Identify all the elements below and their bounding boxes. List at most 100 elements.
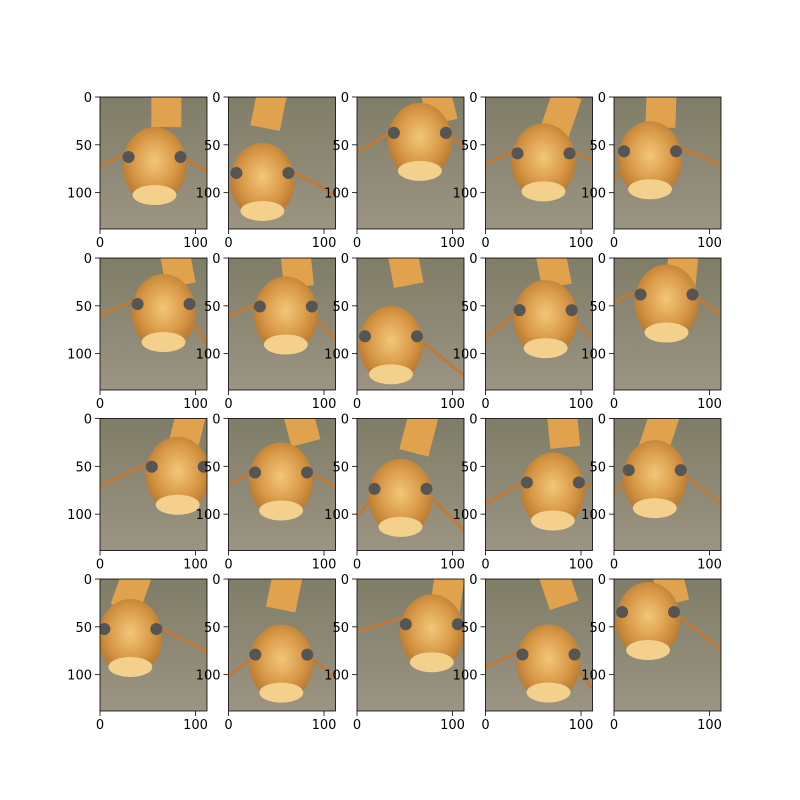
y-tick-label: 100 bbox=[324, 348, 349, 363]
eye bbox=[358, 330, 371, 343]
eye bbox=[253, 300, 266, 313]
y-tick-label: 50 bbox=[589, 139, 606, 154]
y-tick-label: 0 bbox=[341, 573, 349, 588]
eye bbox=[230, 166, 243, 179]
x-tick-label: 100 bbox=[569, 718, 594, 733]
y-tick-label: 50 bbox=[204, 300, 221, 315]
y-tick-label: 50 bbox=[75, 460, 92, 475]
head bbox=[253, 276, 318, 353]
y-tick-label: 50 bbox=[204, 621, 221, 636]
eye bbox=[410, 330, 423, 343]
y-tick-label: 0 bbox=[469, 413, 477, 428]
x-tick-label: 0 bbox=[610, 558, 618, 573]
mandibles bbox=[526, 682, 571, 703]
eye bbox=[100, 622, 111, 635]
image-panel: 0 100 0 50 100 bbox=[196, 413, 337, 573]
image-panel: 0 100 0 50 100 bbox=[581, 413, 722, 573]
eye bbox=[668, 606, 681, 619]
image-panel: 0 100 0 50 100 bbox=[196, 252, 337, 412]
x-tick-label: 0 bbox=[224, 236, 232, 251]
y-tick-label: 0 bbox=[598, 252, 606, 267]
axes-frame bbox=[485, 418, 593, 551]
axes-frame bbox=[99, 257, 208, 391]
eye bbox=[616, 606, 629, 619]
axes-frame bbox=[228, 257, 336, 391]
head bbox=[516, 624, 581, 701]
image-panel: 0 100 0 50 100 bbox=[581, 91, 722, 251]
y-tick-label: 0 bbox=[341, 91, 349, 106]
y-tick-label: 50 bbox=[332, 139, 349, 154]
eye bbox=[420, 482, 433, 495]
head bbox=[368, 458, 433, 535]
y-tick-label: 50 bbox=[332, 621, 349, 636]
y-tick-label: 50 bbox=[461, 621, 478, 636]
ant-image bbox=[228, 418, 336, 551]
eye bbox=[197, 460, 207, 473]
eye bbox=[511, 147, 524, 160]
head bbox=[145, 436, 207, 513]
y-tick-label: 50 bbox=[589, 300, 606, 315]
y-tick-label: 100 bbox=[453, 508, 478, 523]
axes-frame bbox=[228, 96, 336, 230]
head bbox=[131, 274, 196, 351]
eye bbox=[249, 466, 262, 479]
ant-image bbox=[100, 579, 207, 711]
eye bbox=[520, 476, 533, 489]
x-tick-label: 0 bbox=[224, 718, 232, 733]
y-tick-label: 50 bbox=[461, 460, 478, 475]
head bbox=[634, 264, 699, 341]
x-tick-label: 0 bbox=[96, 718, 104, 733]
x-tick-label: 100 bbox=[312, 397, 337, 412]
image-panel: 0 100 0 50 100 bbox=[196, 91, 337, 251]
mandibles bbox=[626, 640, 671, 661]
eye bbox=[249, 648, 262, 661]
x-tick-label: 0 bbox=[481, 718, 489, 733]
y-tick-label: 100 bbox=[196, 669, 221, 684]
y-tick-label: 0 bbox=[212, 413, 220, 428]
mandibles bbox=[409, 652, 454, 673]
eye bbox=[634, 288, 647, 301]
ant-image bbox=[485, 97, 593, 229]
mandibles bbox=[644, 322, 689, 343]
head bbox=[249, 624, 314, 701]
x-tick-label: 100 bbox=[569, 558, 594, 573]
eye bbox=[563, 147, 576, 160]
eye bbox=[122, 151, 135, 164]
y-tick-label: 0 bbox=[469, 573, 477, 588]
head bbox=[513, 280, 578, 357]
axes-frame bbox=[228, 578, 336, 712]
eye bbox=[368, 482, 381, 495]
head bbox=[622, 440, 687, 517]
y-tick-label: 100 bbox=[581, 187, 606, 202]
axes-frame bbox=[485, 578, 593, 712]
head bbox=[399, 594, 464, 671]
axes-frame bbox=[613, 418, 722, 551]
head bbox=[358, 306, 423, 383]
axes-frame bbox=[613, 96, 722, 230]
eye bbox=[565, 304, 578, 317]
x-tick-label: 100 bbox=[697, 718, 722, 733]
eye bbox=[686, 288, 699, 301]
mandibles bbox=[521, 181, 566, 202]
image-panel: 0 100 0 50 100 bbox=[324, 252, 465, 412]
y-tick-label: 100 bbox=[453, 669, 478, 684]
ant-image bbox=[228, 97, 336, 229]
x-tick-label: 0 bbox=[353, 236, 361, 251]
eye bbox=[451, 618, 464, 631]
ant-image bbox=[614, 258, 721, 390]
eye bbox=[183, 298, 196, 311]
y-tick-label: 50 bbox=[204, 460, 221, 475]
x-tick-label: 0 bbox=[96, 236, 104, 251]
y-tick-label: 100 bbox=[581, 348, 606, 363]
image-panel: 0 100 0 50 100 bbox=[453, 573, 594, 733]
thorax bbox=[265, 579, 304, 613]
ant-image bbox=[357, 97, 464, 229]
y-tick-label: 50 bbox=[204, 139, 221, 154]
y-tick-label: 100 bbox=[67, 348, 92, 363]
mandibles bbox=[263, 334, 308, 355]
mandibles bbox=[132, 185, 177, 206]
x-tick-label: 100 bbox=[312, 236, 337, 251]
y-tick-label: 50 bbox=[589, 460, 606, 475]
image-panel: 0 100 0 50 100 bbox=[67, 573, 208, 733]
thorax bbox=[151, 97, 182, 128]
